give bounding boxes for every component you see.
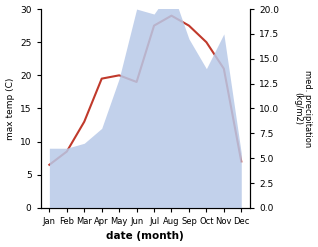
Y-axis label: med. precipitation
(kg/m2): med. precipitation (kg/m2)	[293, 70, 313, 147]
Y-axis label: max temp (C): max temp (C)	[5, 77, 15, 140]
X-axis label: date (month): date (month)	[107, 231, 184, 242]
